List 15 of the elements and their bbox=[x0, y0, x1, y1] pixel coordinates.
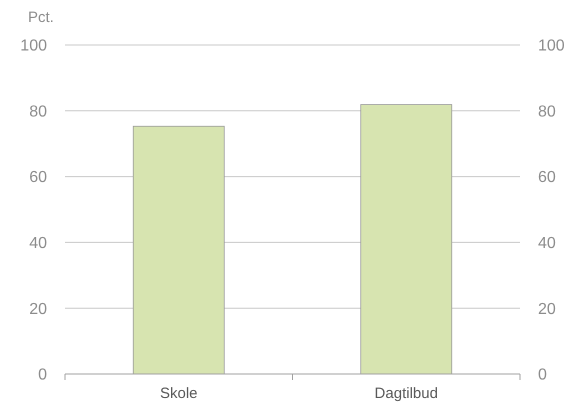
y-tick-label: 0 bbox=[38, 366, 48, 384]
y2-tick-label: 100 bbox=[538, 38, 565, 55]
y-tick-label: 60 bbox=[29, 169, 48, 186]
x-tick-label: Dagtilbud bbox=[374, 385, 438, 402]
y-tick-label: 20 bbox=[29, 300, 48, 318]
y2-tick-label: 60 bbox=[538, 169, 556, 186]
y-tick-label: 80 bbox=[29, 103, 48, 120]
y2-tick-label: 20 bbox=[538, 300, 556, 318]
y2-tick-label: 80 bbox=[538, 103, 556, 120]
y-tick-label: 100 bbox=[20, 38, 48, 55]
y-axis-title: Pct. bbox=[28, 9, 54, 26]
y2-tick-label: 0 bbox=[538, 366, 547, 384]
y2-tick-label: 40 bbox=[538, 235, 556, 252]
y-tick-label: 40 bbox=[29, 235, 48, 252]
x-tick-label: Skole bbox=[160, 385, 198, 402]
